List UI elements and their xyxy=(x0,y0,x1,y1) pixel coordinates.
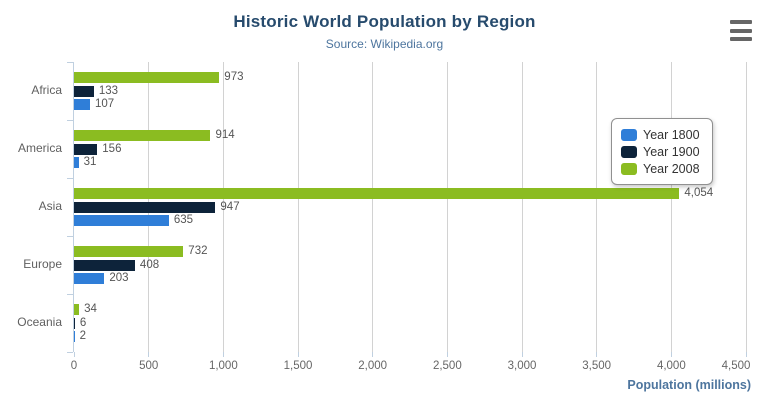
legend-label-year-1900: Year 1900 xyxy=(643,144,700,159)
x-axis-label-0: 0 xyxy=(70,360,78,372)
bar-value-year-1800-asia: 635 xyxy=(173,214,193,226)
hamburger-icon xyxy=(730,28,752,33)
y-axis-tick xyxy=(67,119,73,121)
x-axis-tick-3500 xyxy=(596,352,598,357)
bar-value-year-1900-oceania: 6 xyxy=(79,316,87,329)
x-axis-tick-2000 xyxy=(372,352,374,357)
x-axis-label-1000: 1,000 xyxy=(208,360,238,372)
bar-value-year-1900-america: 156 xyxy=(102,142,122,155)
legend-item-year-2008[interactable]: Year 2008 xyxy=(621,160,700,177)
bar-year-1900-oceania[interactable] xyxy=(74,317,75,329)
bar-year-2008-oceania[interactable] xyxy=(74,304,80,315)
x-axis-tick-1000 xyxy=(222,352,224,357)
gridline-2000 xyxy=(372,62,374,352)
bar-value-year-2008-asia: 4,054 xyxy=(684,187,714,199)
bar-year-1800-america[interactable] xyxy=(74,157,79,168)
x-axis-label-3000: 3,000 xyxy=(507,360,537,372)
y-axis-line xyxy=(73,62,74,352)
gridline-4500 xyxy=(745,62,747,352)
legend-label-year-1800: Year 1800 xyxy=(643,127,700,142)
bar-year-1800-europe[interactable] xyxy=(74,273,105,284)
category-label-america: America xyxy=(17,141,62,155)
legend-swatch-year-1900 xyxy=(621,145,637,158)
x-axis-label-4500: 4,500 xyxy=(721,360,751,372)
category-label-oceania: Oceania xyxy=(17,315,62,329)
legend-item-year-1800[interactable]: Year 1800 xyxy=(621,126,700,143)
gridline-1500 xyxy=(297,62,299,352)
bar-year-1900-america[interactable] xyxy=(74,143,98,155)
x-axis-label-2500: 2,500 xyxy=(432,360,462,372)
gridline-3500 xyxy=(596,62,598,352)
category-label-asia: Asia xyxy=(38,199,62,213)
legend: Year 1800 Year 1900 Year 2008 xyxy=(611,118,713,185)
x-axis-tick-4000 xyxy=(670,352,672,357)
x-axis-tick-1500 xyxy=(297,352,299,357)
y-axis-tick xyxy=(67,235,73,237)
x-axis-title: Population (millions) xyxy=(627,378,751,392)
bar-value-year-1800-america: 31 xyxy=(83,156,97,168)
bar-value-year-1800-africa: 107 xyxy=(94,98,115,110)
y-axis-tick xyxy=(67,293,73,295)
chart-title: Historic World Population by Region xyxy=(233,12,536,31)
bar-value-year-1900-asia: 947 xyxy=(220,200,240,213)
x-axis-tick-500 xyxy=(148,352,150,357)
x-axis-label-2000: 2,000 xyxy=(358,360,388,372)
bar-value-year-2008-europe: 732 xyxy=(188,245,208,257)
bar-year-1800-oceania[interactable] xyxy=(74,331,75,342)
gridline-1000 xyxy=(222,62,224,352)
x-axis-tick-4500 xyxy=(745,352,747,357)
x-axis-label-3500: 3,500 xyxy=(582,360,612,372)
chart-subtitle: Source: Wikipedia.org xyxy=(325,37,444,51)
x-axis-label-4000: 4,000 xyxy=(656,360,686,372)
bar-year-1800-africa[interactable] xyxy=(74,99,90,110)
context-menu-button[interactable] xyxy=(730,20,754,41)
gridline-3000 xyxy=(521,62,523,352)
legend-swatch-year-2008 xyxy=(621,162,637,175)
hamburger-icon xyxy=(730,37,752,41)
legend-item-year-1900[interactable]: Year 1900 xyxy=(621,143,700,160)
bar-value-year-1800-europe: 203 xyxy=(109,272,129,284)
bar-year-2008-africa[interactable] xyxy=(74,72,220,83)
bar-year-1900-africa[interactable] xyxy=(74,85,94,97)
bar-year-2008-europe[interactable] xyxy=(74,246,184,257)
x-axis-tick-0 xyxy=(73,352,75,357)
bar-year-2008-america[interactable] xyxy=(74,130,211,141)
legend-label-year-2008: Year 2008 xyxy=(643,161,700,176)
y-axis-tick xyxy=(67,61,73,63)
bar-value-year-1900-africa: 133 xyxy=(98,84,119,97)
y-axis-tick xyxy=(67,351,73,353)
bar-year-1800-asia[interactable] xyxy=(74,215,169,226)
bar-value-year-1900-europe: 408 xyxy=(139,258,160,271)
bar-value-year-1800-oceania: 2 xyxy=(79,330,86,342)
x-axis-tick-3000 xyxy=(521,352,523,357)
gridline-4000 xyxy=(670,62,672,352)
x-axis-label-1500: 1,500 xyxy=(283,360,313,372)
hamburger-icon xyxy=(730,20,752,24)
bar-value-year-2008-oceania: 34 xyxy=(84,303,97,315)
x-axis-label-500: 500 xyxy=(139,360,159,372)
category-label-europe: Europe xyxy=(23,257,62,271)
gridline-2500 xyxy=(446,62,448,352)
bar-year-1900-asia[interactable] xyxy=(74,201,216,213)
bar-year-1900-europe[interactable] xyxy=(74,259,135,271)
category-label-africa: Africa xyxy=(31,83,62,97)
bar-value-year-2008-america: 914 xyxy=(215,129,235,141)
y-axis-tick xyxy=(67,177,73,179)
bar-year-2008-asia[interactable] xyxy=(74,188,680,199)
bar-value-year-2008-africa: 973 xyxy=(224,71,244,83)
x-axis-tick-2500 xyxy=(446,352,448,357)
legend-swatch-year-1800 xyxy=(621,128,637,141)
